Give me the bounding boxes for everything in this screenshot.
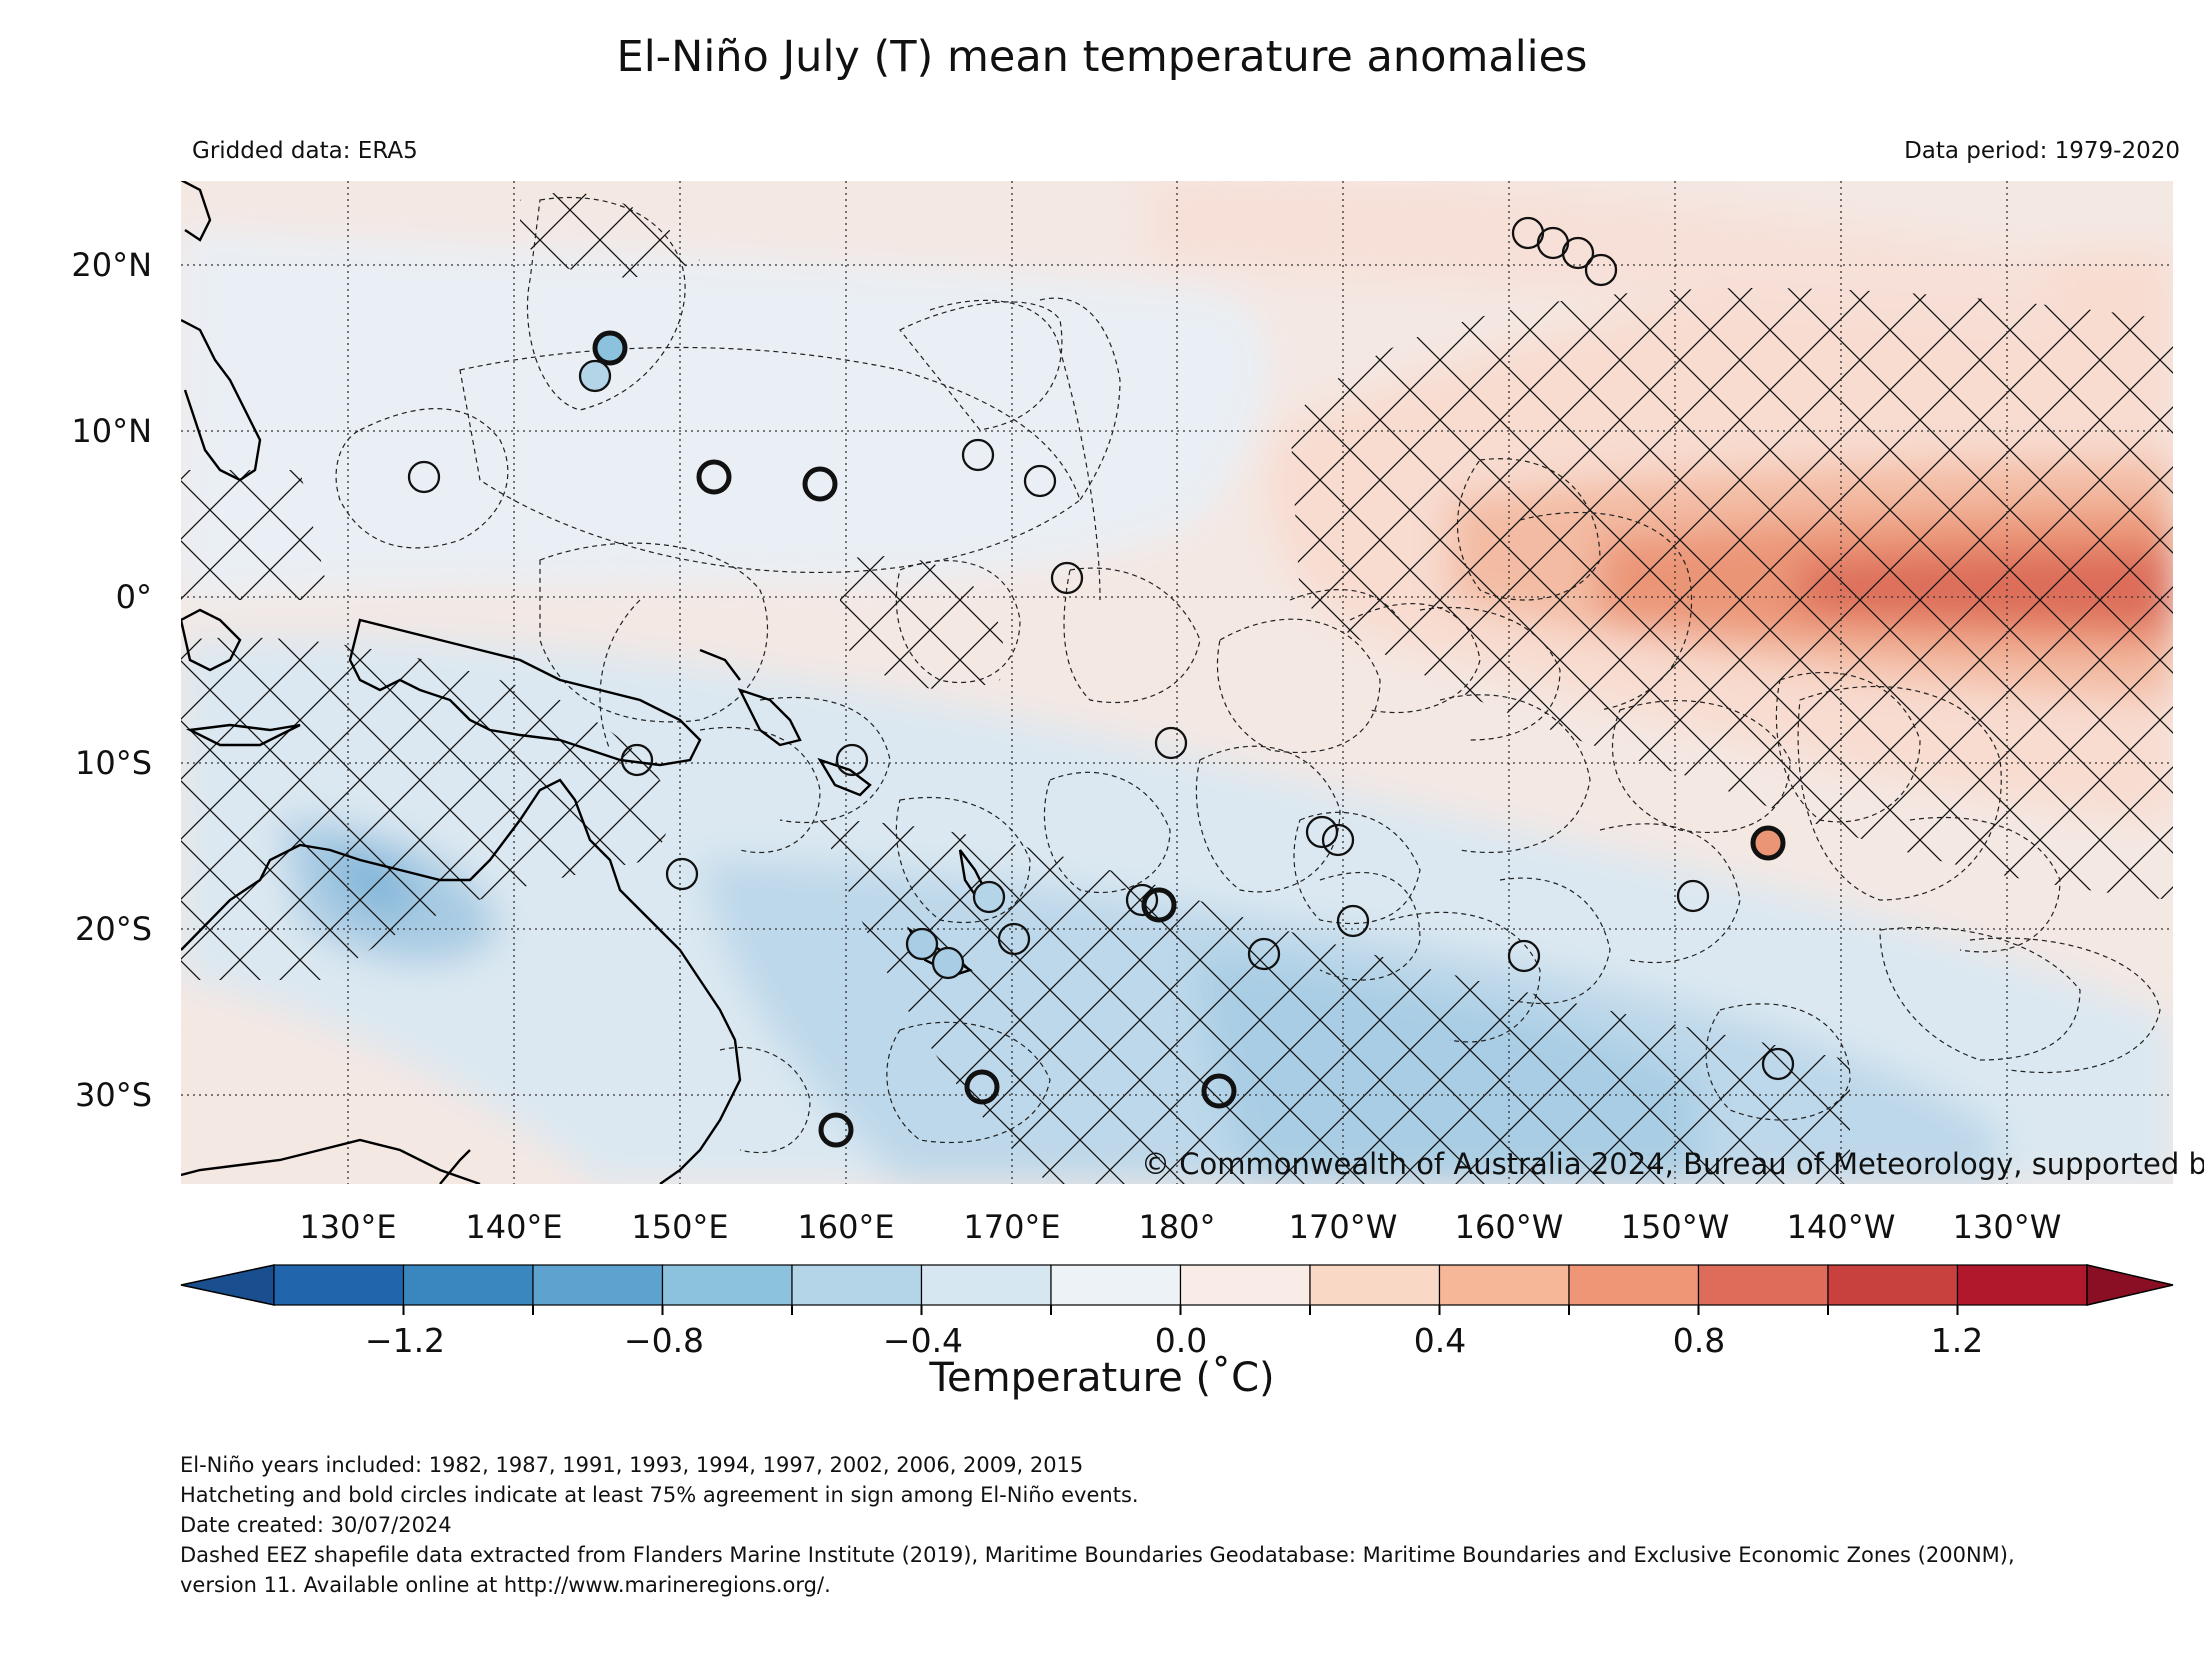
data-period-note: Data period: 1979-2020 [1904, 138, 2180, 164]
lat-label: 10°N [71, 412, 152, 450]
lon-label: 160°E [797, 1208, 894, 1246]
colorbar-bin [1179, 1264, 1311, 1306]
island-marker [961, 438, 995, 472]
lat-label: 30°S [75, 1076, 152, 1114]
island-marker [1125, 883, 1159, 917]
lon-label: 140°W [1787, 1208, 1896, 1246]
colorbar-bin [1050, 1264, 1182, 1306]
island-marker [835, 743, 869, 777]
colorbar-bin [920, 1264, 1052, 1306]
lon-label: 130°E [299, 1208, 396, 1246]
eez-boundaries [335, 196, 2161, 1154]
colorbar-bin [1309, 1264, 1441, 1306]
lat-label: 20°N [71, 246, 152, 284]
island-marker [802, 466, 838, 502]
island-marker [1507, 939, 1541, 973]
island-marker [1676, 879, 1710, 913]
graticule [181, 181, 2173, 1184]
island-marker [1141, 887, 1177, 923]
colorbar-over-extend [2086, 1264, 2174, 1306]
island-marker [1321, 823, 1355, 857]
island-marker [1050, 561, 1084, 595]
colorbar-bin [402, 1264, 534, 1306]
footnote-eez-source: Dashed EEZ shapefile data extracted from… [180, 1543, 2015, 1567]
island-marker [818, 1112, 854, 1148]
lat-label: 10°S [75, 744, 152, 782]
colorbar-tick-labels: −1.2 −0.8 −0.4 0.0 0.4 0.8 1.2 [365, 1321, 1983, 1360]
colorbar-tick-label: 0.8 [1673, 1321, 1725, 1360]
lon-label: 160°W [1455, 1208, 1564, 1246]
colorbar-bin [791, 1264, 923, 1306]
footnote-eez-version: version 11. Available online at http://w… [180, 1573, 831, 1597]
colorbar-bin [1956, 1264, 2088, 1306]
island-marker [1584, 253, 1618, 287]
island-marker [1561, 236, 1595, 270]
island-marker [1247, 937, 1281, 971]
colorbar-tick-label: 0.4 [1414, 1321, 1466, 1360]
map-title: El-Niño July (T) mean temperature anomal… [616, 32, 1588, 82]
island-marker [972, 880, 1006, 914]
island-marker [964, 1069, 1000, 1105]
lon-label: 150°W [1621, 1208, 1730, 1246]
colorbar-tick-label: −1.2 [365, 1321, 445, 1360]
lat-label: 0° [116, 578, 152, 616]
lon-label: 140°E [465, 1208, 562, 1246]
lon-label: 170°E [963, 1208, 1060, 1246]
island-marker [1154, 726, 1188, 760]
colorbar-bin [1827, 1264, 1959, 1306]
island-marker [1305, 815, 1339, 849]
longitude-labels: 130°E 140°E 150°E 160°E 170°E 180° 170°W… [299, 1208, 2061, 1246]
island-marker [1336, 904, 1370, 938]
colorbar-tick-label: −0.4 [883, 1321, 963, 1360]
colorbar-under-extend [180, 1264, 275, 1306]
island-marker [620, 743, 654, 777]
footnote-years: El-Niño years included: 1982, 1987, 1991… [180, 1453, 1084, 1477]
island-marker [592, 330, 628, 366]
island-marker [931, 946, 965, 980]
colorbar-bin [532, 1264, 664, 1306]
footnote-hatching: Hatcheting and bold circles indicate at … [180, 1483, 1139, 1507]
colorbar-bin [273, 1264, 405, 1306]
colorbar-tick-label: 1.2 [1931, 1321, 1983, 1360]
agreement-hatching [181, 192, 2173, 1184]
island-marker [997, 922, 1031, 956]
island-marker [1761, 1047, 1795, 1081]
island-markers [407, 216, 1795, 1148]
colorbar-bin [661, 1264, 793, 1306]
colorbar-bin [1438, 1264, 1570, 1306]
lon-label: 130°W [1953, 1208, 2062, 1246]
lon-label: 150°E [631, 1208, 728, 1246]
island-marker [696, 459, 732, 495]
colorbar-tick-label: 0.0 [1155, 1321, 1207, 1360]
island-marker [1750, 825, 1786, 861]
copyright-notice: © Commonwealth of Australia 2024, Bureau… [1141, 1147, 2204, 1181]
island-marker [905, 927, 939, 961]
lon-label: 180° [1138, 1208, 1215, 1246]
latitude-labels: 20°N 10°N 0° 10°S 20°S 30°S [71, 246, 152, 1114]
island-marker [1201, 1073, 1237, 1109]
colorbar-bin [1568, 1264, 1700, 1306]
lat-label: 20°S [75, 910, 152, 948]
footnote-date: Date created: 30/07/2024 [180, 1513, 452, 1537]
footnotes: El-Niño years included: 1982, 1987, 1991… [180, 1450, 2160, 1600]
island-marker [407, 460, 441, 494]
lon-label: 170°W [1289, 1208, 1398, 1246]
map-panel [181, 181, 2173, 1184]
colorbar [180, 1264, 2174, 1315]
colorbar-tick-label: −0.8 [624, 1321, 704, 1360]
colorbar-label: Temperature (˚C) [929, 1355, 1275, 1401]
island-marker [665, 857, 699, 891]
gridded-data-note: Gridded data: ERA5 [192, 138, 418, 164]
colorbar-bin [1697, 1264, 1829, 1306]
island-marker [1023, 464, 1057, 498]
island-marker [578, 359, 612, 393]
